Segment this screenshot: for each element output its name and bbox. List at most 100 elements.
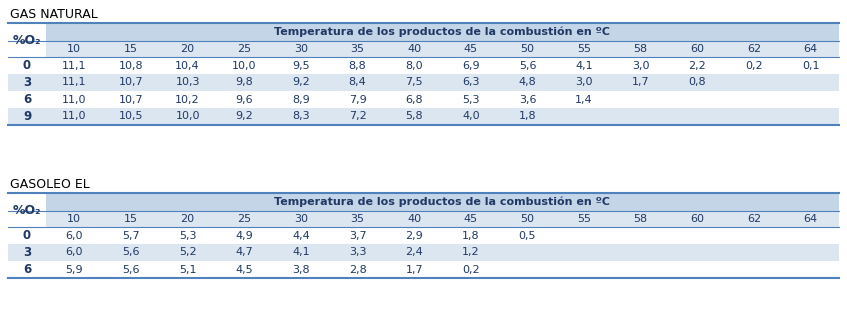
Text: 2,8: 2,8 [349, 265, 367, 275]
Text: 6,9: 6,9 [462, 60, 479, 70]
Bar [8, 74, 839, 91]
Text: 50: 50 [520, 44, 534, 54]
Text: 9,2: 9,2 [235, 112, 253, 122]
Text: 9,5: 9,5 [292, 60, 310, 70]
Text: 1,2: 1,2 [462, 247, 479, 258]
Text: GASOLEO EL: GASOLEO EL [10, 178, 90, 192]
Text: 10,0: 10,0 [175, 112, 200, 122]
Text: 10,7: 10,7 [119, 77, 143, 88]
Text: 5,1: 5,1 [179, 265, 197, 275]
Text: 10: 10 [67, 44, 81, 54]
Text: 0,1: 0,1 [802, 60, 819, 70]
Bar [8, 227, 839, 244]
Text: 5,6: 5,6 [518, 60, 536, 70]
Text: 25: 25 [237, 214, 252, 224]
Text: 7,2: 7,2 [349, 112, 367, 122]
Text: 5,8: 5,8 [406, 112, 423, 122]
Text: 4,1: 4,1 [292, 247, 310, 258]
Text: 55: 55 [577, 44, 591, 54]
Bar [8, 91, 839, 108]
Text: 58: 58 [634, 214, 648, 224]
Bar [46, 41, 839, 57]
Text: 10,2: 10,2 [175, 95, 200, 105]
Text: 11,0: 11,0 [62, 95, 86, 105]
Text: %O₂: %O₂ [13, 34, 42, 46]
Text: 35: 35 [351, 214, 364, 224]
Text: 64: 64 [804, 214, 817, 224]
Text: 6,8: 6,8 [406, 95, 423, 105]
Text: 58: 58 [634, 44, 648, 54]
Text: 2,9: 2,9 [406, 230, 423, 240]
Bar [8, 108, 839, 125]
Text: 5,7: 5,7 [122, 230, 140, 240]
Text: 0,2: 0,2 [462, 265, 479, 275]
Text: 55: 55 [577, 214, 591, 224]
Text: 4,9: 4,9 [235, 230, 253, 240]
Text: 6: 6 [23, 93, 31, 106]
Text: 6: 6 [23, 263, 31, 276]
Text: 20: 20 [180, 214, 195, 224]
Text: 6,3: 6,3 [462, 77, 479, 88]
Text: 60: 60 [690, 214, 705, 224]
Text: 25: 25 [237, 44, 252, 54]
Text: 11,0: 11,0 [62, 112, 86, 122]
Text: 11,1: 11,1 [62, 60, 86, 70]
Text: 4,7: 4,7 [235, 247, 253, 258]
Text: 5,6: 5,6 [122, 265, 140, 275]
Text: 0: 0 [23, 229, 31, 242]
Bar [46, 211, 839, 227]
Text: 50: 50 [520, 214, 534, 224]
Text: 2,2: 2,2 [689, 60, 706, 70]
Text: 1,7: 1,7 [406, 265, 423, 275]
Text: 5,3: 5,3 [462, 95, 479, 105]
Text: 8,3: 8,3 [292, 112, 310, 122]
Text: 10,0: 10,0 [232, 60, 257, 70]
Text: 7,9: 7,9 [349, 95, 367, 105]
Text: 0,8: 0,8 [689, 77, 706, 88]
Text: 3: 3 [23, 246, 31, 259]
Bar [8, 261, 839, 278]
Text: 10,5: 10,5 [119, 112, 143, 122]
Text: 1,7: 1,7 [632, 77, 650, 88]
Text: 6,0: 6,0 [65, 247, 83, 258]
Bar [46, 193, 839, 211]
Text: 35: 35 [351, 44, 364, 54]
Bar [46, 23, 839, 41]
Text: 9,8: 9,8 [235, 77, 253, 88]
Text: 3,6: 3,6 [518, 95, 536, 105]
Text: 64: 64 [804, 44, 817, 54]
Text: 3,8: 3,8 [292, 265, 310, 275]
Text: 4,8: 4,8 [518, 77, 536, 88]
Text: 62: 62 [747, 214, 761, 224]
Text: 4,0: 4,0 [462, 112, 479, 122]
Text: 2,4: 2,4 [406, 247, 423, 258]
Text: 5,2: 5,2 [179, 247, 197, 258]
Text: 30: 30 [294, 44, 308, 54]
Text: 62: 62 [747, 44, 761, 54]
Text: 45: 45 [464, 214, 478, 224]
Text: 5,3: 5,3 [179, 230, 197, 240]
Bar [8, 57, 839, 74]
Text: 0,2: 0,2 [745, 60, 763, 70]
Text: 1,4: 1,4 [575, 95, 593, 105]
Text: 8,0: 8,0 [406, 60, 423, 70]
Text: 4,5: 4,5 [235, 265, 253, 275]
Text: 4,4: 4,4 [292, 230, 310, 240]
Text: 11,1: 11,1 [62, 77, 86, 88]
Text: 15: 15 [124, 44, 138, 54]
Text: Temperatura de los productos de la combustión en ºC: Temperatura de los productos de la combu… [274, 27, 611, 37]
Text: 9,6: 9,6 [235, 95, 253, 105]
Text: 7,5: 7,5 [406, 77, 423, 88]
Text: 10,4: 10,4 [175, 60, 200, 70]
Text: 5,9: 5,9 [65, 265, 83, 275]
Text: 40: 40 [407, 44, 421, 54]
Text: 10,8: 10,8 [119, 60, 143, 70]
Text: 45: 45 [464, 44, 478, 54]
Text: 15: 15 [124, 214, 138, 224]
Text: 30: 30 [294, 214, 308, 224]
Text: 1,8: 1,8 [518, 112, 536, 122]
Text: 10,7: 10,7 [119, 95, 143, 105]
Text: GAS NATURAL: GAS NATURAL [10, 8, 97, 21]
Text: 4,1: 4,1 [575, 60, 593, 70]
Text: 3,0: 3,0 [575, 77, 593, 88]
